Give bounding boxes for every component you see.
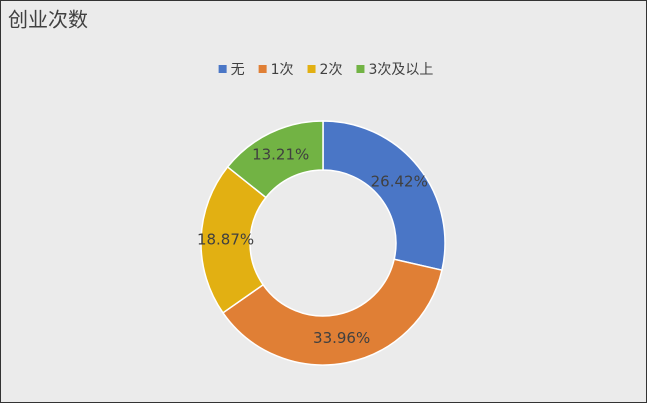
donut-segment bbox=[322, 120, 446, 272]
legend-label: 3次及以上 bbox=[368, 62, 433, 78]
chart-title: 创业次数 bbox=[8, 8, 88, 32]
data-label: 13.21% bbox=[252, 146, 309, 164]
legend-label: 无 bbox=[231, 62, 245, 78]
legend-label: 1次 bbox=[271, 62, 294, 78]
data-label: 33.96% bbox=[313, 329, 370, 347]
donut-segment bbox=[221, 258, 443, 366]
legend-swatch bbox=[356, 65, 365, 73]
donut-segment bbox=[226, 120, 324, 199]
legend-swatch bbox=[258, 65, 267, 73]
data-label: 26.42% bbox=[371, 173, 428, 191]
data-label: 18.87% bbox=[197, 230, 254, 248]
legend-label: 2次 bbox=[320, 62, 343, 78]
legend-swatch bbox=[307, 65, 316, 73]
legend-swatch bbox=[218, 65, 227, 73]
